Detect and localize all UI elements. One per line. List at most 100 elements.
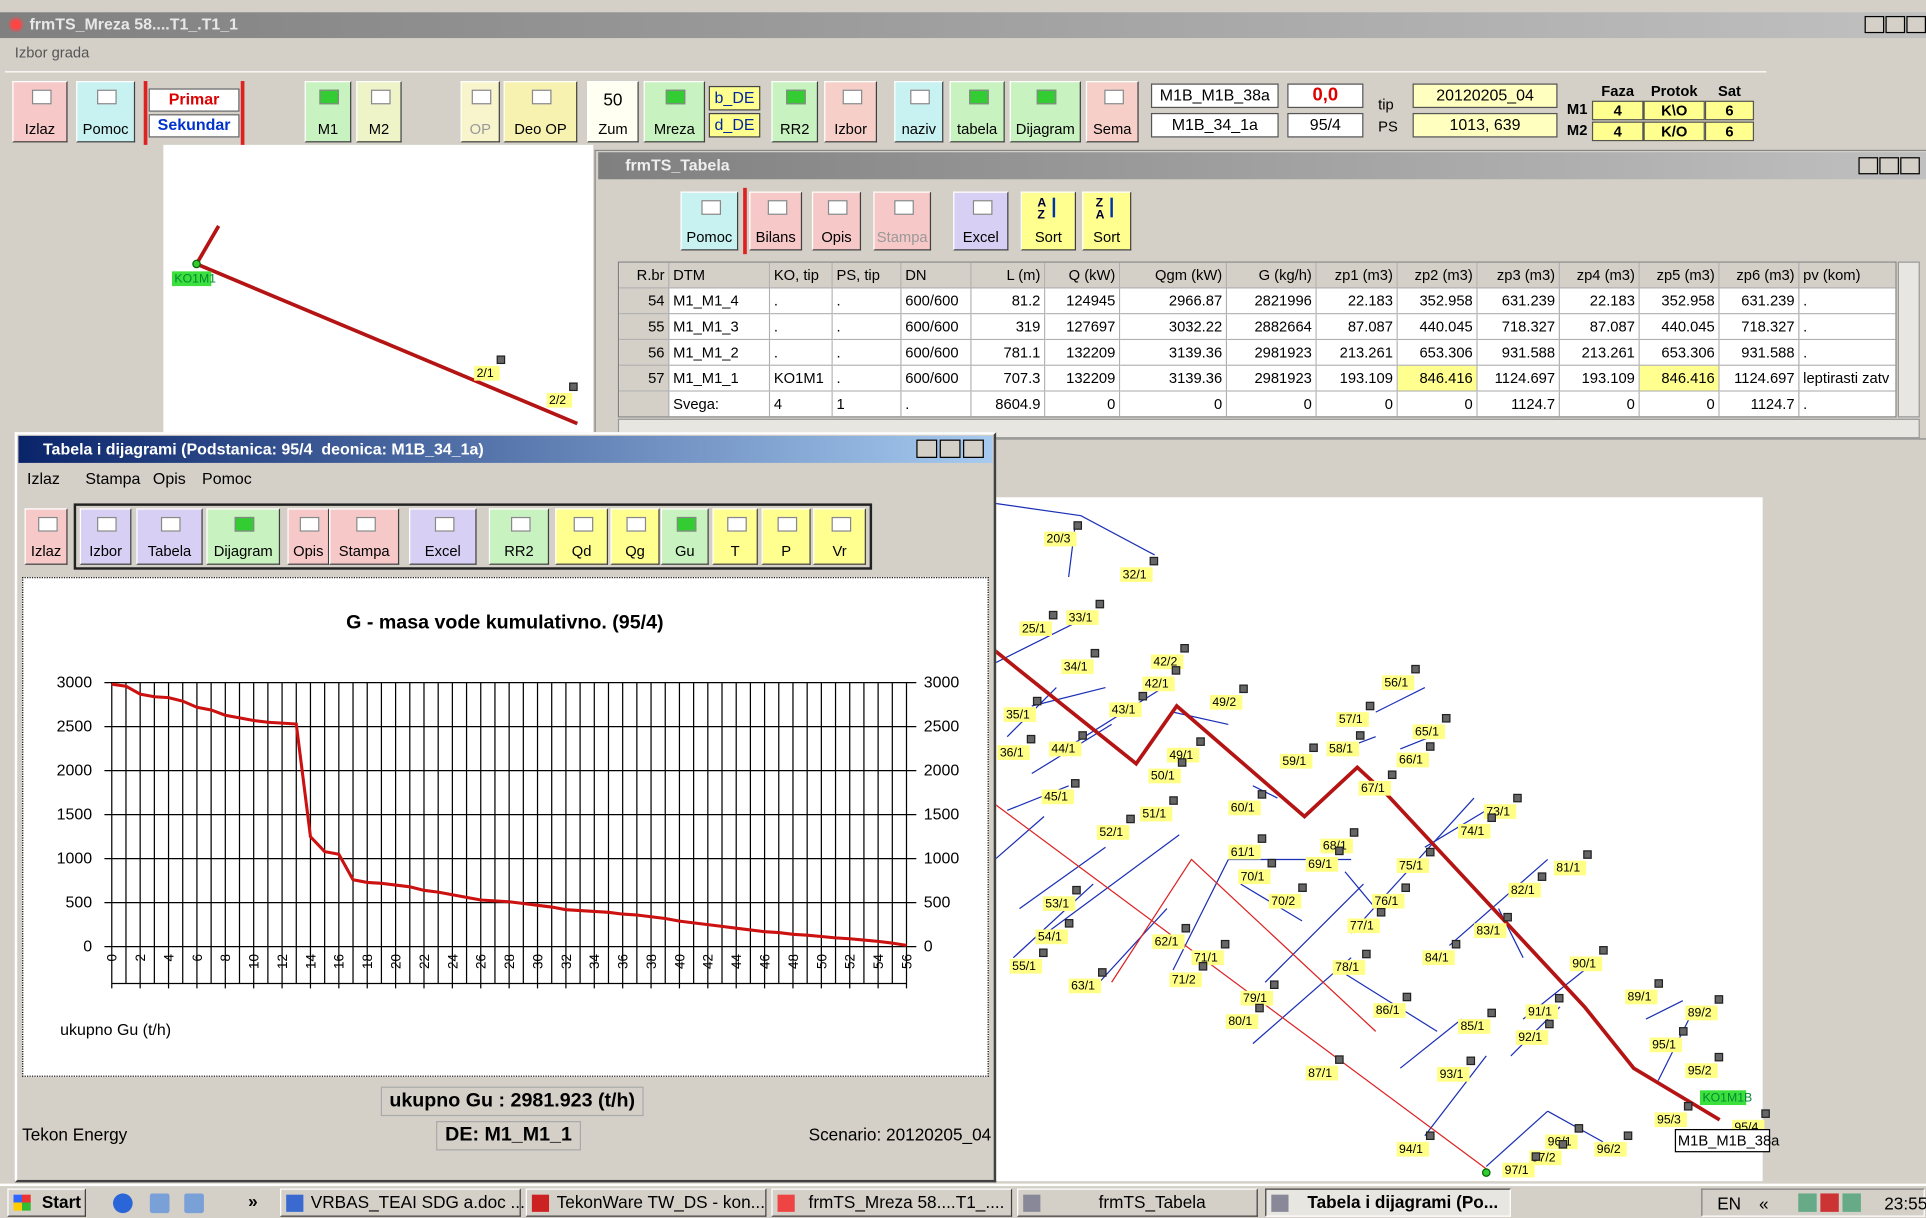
map-label: 70/2 [1271,894,1295,908]
button[interactable]: Opis [287,508,330,565]
menu-item[interactable]: Izbor grada [14,44,90,62]
button[interactable]: RR2 [771,81,819,143]
column-header[interactable]: DN [901,262,972,289]
button[interactable]: Pomoc [680,191,739,251]
button[interactable]: Qg [610,508,660,565]
window-control[interactable] [1879,157,1899,175]
tray-icon[interactable] [1798,1193,1817,1212]
column-header[interactable]: DTM [669,262,771,289]
button[interactable]: Deo OP [503,81,578,143]
table-cell: . [901,391,972,417]
column-header[interactable]: Qgm (kW) [1120,262,1228,289]
button[interactable]: Gu [660,508,709,565]
button[interactable]: Excel [953,191,1009,251]
button[interactable]: Stampa [873,191,932,251]
button[interactable]: Dijagram [206,508,281,565]
menu-item[interactable]: Pomoc [202,469,252,488]
tray-icon[interactable] [1842,1193,1861,1212]
button[interactable]: Bilans [749,191,803,251]
button[interactable]: Excel [409,508,477,565]
column-header[interactable]: zp3 (m3) [1477,262,1560,289]
table-cell: 0 [1559,391,1640,417]
column-header[interactable]: zp2 (m3) [1397,262,1478,289]
window-control[interactable] [963,439,984,458]
column-header[interactable]: R.br [619,262,670,289]
x-tick-label: 46 [757,954,772,969]
button[interactable]: Izbor [79,508,132,565]
button[interactable]: Izlaz [12,81,68,143]
column-header[interactable]: KO, tip [770,262,833,289]
map-label-bg [1525,1004,1559,1020]
column-header[interactable]: pv (kom) [1799,262,1896,289]
map-node [1349,828,1359,837]
taskbar-item[interactable]: VRBAS_TEAI SDG a.doc ... [280,1188,525,1217]
button[interactable]: Opis [811,191,862,251]
button[interactable]: Vr [813,508,866,565]
column-header[interactable]: zp6 (m3) [1719,262,1800,289]
column-header[interactable]: zp5 (m3) [1639,262,1720,289]
taskbar-item[interactable]: TekonWare TW_DS - kon... [525,1188,767,1217]
more[interactable]: » [248,1190,258,1211]
window-control[interactable] [916,439,938,458]
map-node [1298,883,1307,893]
menu-item[interactable]: Izlaz [27,469,60,488]
tray-expand[interactable]: « [1758,1193,1769,1214]
input-box[interactable]: Primar [148,88,240,112]
window-control[interactable] [1900,157,1920,175]
window-control[interactable] [1858,157,1879,175]
window-control[interactable] [1906,15,1926,34]
map-label-bg [1009,958,1043,974]
start-button[interactable]: Start [7,1188,86,1217]
button[interactable]: Qd [555,508,609,565]
taskbar-item[interactable]: frmTS_Tabela [1017,1188,1258,1217]
window-control[interactable] [939,439,961,458]
button[interactable]: M1 [304,81,352,143]
status-cell: 4 [1591,100,1644,121]
window-control[interactable] [1864,15,1885,34]
menu-item[interactable]: Stampa [85,469,141,488]
column-header[interactable]: G (kg/h) [1227,262,1317,289]
column-header[interactable]: zp4 (m3) [1559,262,1640,289]
column-header[interactable]: zp1 (m3) [1316,262,1398,289]
button[interactable]: naziv [894,81,944,143]
button[interactable]: tabela [949,81,1005,143]
button[interactable]: P [761,508,811,565]
button[interactable]: M2 [356,81,402,143]
button[interactable]: Sema [1085,81,1139,143]
column-header[interactable]: Q (kW) [1045,262,1121,289]
button[interactable]: Mreza [643,81,706,143]
input-box[interactable]: Sekundar [148,114,240,138]
table-cell: 8604.9 [971,391,1046,417]
table-cell: . [832,340,902,366]
button[interactable]: Pomoc [76,81,136,143]
window-control[interactable] [1885,15,1906,34]
button[interactable]: Izbor [824,81,878,143]
quick-launch-icon[interactable] [149,1193,170,1214]
table-cell: KO1M1 [770,365,833,392]
taskbar-item[interactable]: Tabela i dijagrami (Po... [1265,1188,1511,1217]
button-icon [893,200,914,215]
x-tick-label: 44 [729,954,744,970]
quick-launch-icon[interactable] [184,1193,204,1214]
column-header[interactable]: PS, tip [832,262,902,289]
button[interactable]: T [712,508,758,565]
button[interactable]: Stampa [329,508,400,565]
button[interactable]: RR2 [488,508,550,565]
button[interactable]: Sort Z A [1082,191,1132,251]
tray-icon[interactable] [1820,1193,1839,1212]
button[interactable]: Tabela [136,508,203,565]
de-button[interactable]: d_DE [708,112,761,138]
button[interactable]: OP [460,81,500,143]
button-icon [726,516,747,532]
map-label: 95/3 [1657,1112,1681,1126]
taskbar-item[interactable]: frmTS_Mreza 58....T1_.... [771,1188,1013,1217]
de-button[interactable]: b_DE [708,85,761,111]
button[interactable]: Izlaz [24,508,68,565]
menu-item[interactable]: Opis [152,469,186,488]
button[interactable]: Sort A Z [1020,191,1077,251]
column-header[interactable]: L (m) [971,262,1046,289]
label: PS [1378,117,1398,136]
button[interactable]: Zum 50 [587,81,639,143]
button[interactable]: Dijagram [1009,81,1081,143]
quick-launch-icon[interactable] [113,1193,133,1214]
